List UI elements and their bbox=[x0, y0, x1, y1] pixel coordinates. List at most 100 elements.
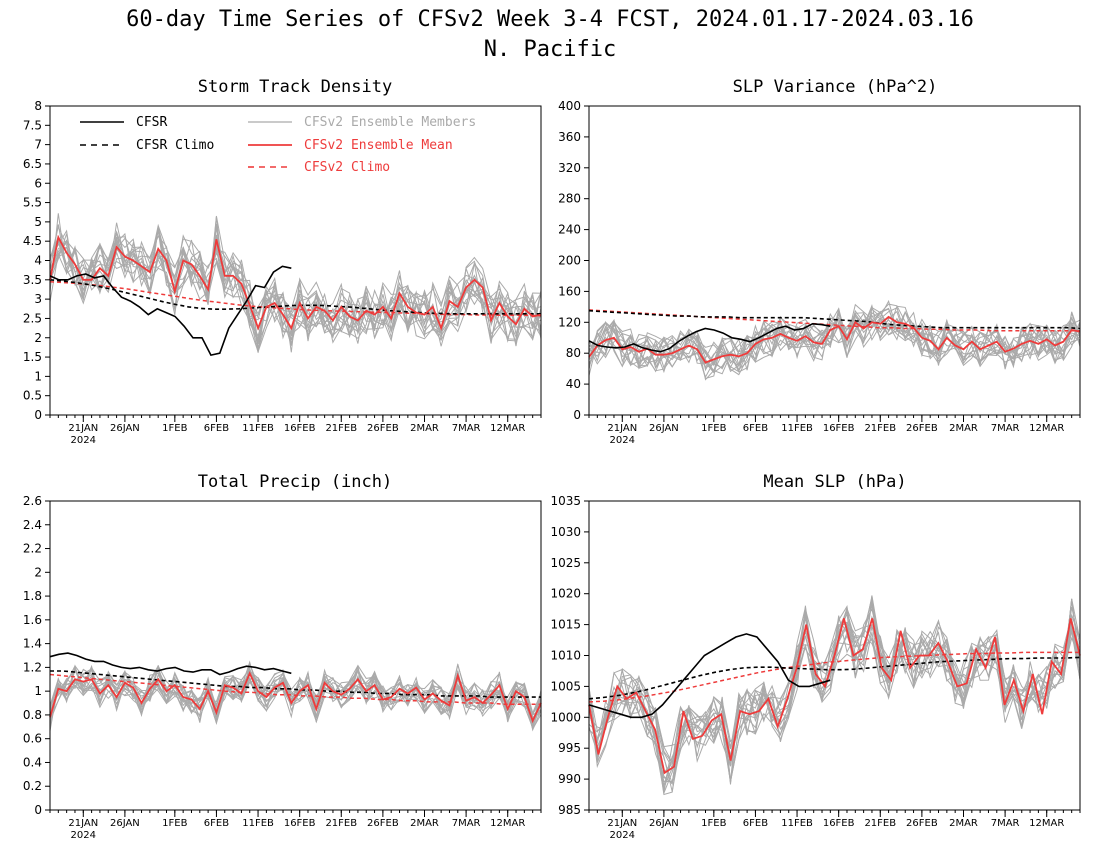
ensemble-member-line bbox=[588, 598, 1081, 785]
cfsv2-climo-line bbox=[588, 651, 1080, 703]
x-tick-label: 16FEB bbox=[823, 423, 855, 434]
x-year-label: 2024 bbox=[610, 830, 635, 841]
cfsr-line bbox=[588, 322, 831, 353]
ensemble-member-line bbox=[49, 667, 542, 726]
ensemble-member-line bbox=[49, 240, 542, 351]
y-tick-label: 5.5 bbox=[23, 196, 42, 210]
y-tick-label: 0.2 bbox=[23, 779, 42, 793]
y-tick-label: 160 bbox=[558, 284, 581, 298]
y-tick-label: 5 bbox=[34, 215, 42, 229]
x-tick-label: 21FEB bbox=[864, 423, 896, 434]
cfsv2-climo-line bbox=[588, 309, 1080, 332]
ensemble-mean-line bbox=[49, 234, 542, 331]
ensemble-member-line bbox=[49, 226, 542, 342]
y-tick-label: 40 bbox=[566, 377, 581, 391]
cfsr-climo-line bbox=[588, 309, 1081, 330]
y-tick-label: 8 bbox=[34, 99, 42, 113]
x-tick-label: 7MAR bbox=[452, 818, 481, 829]
x-tick-label: 6FEB bbox=[743, 423, 768, 434]
y-tick-label: 0 bbox=[34, 408, 42, 422]
ensemble-member-line bbox=[49, 237, 542, 344]
y-tick-label: 4 bbox=[34, 254, 42, 268]
cfsr-climo-line bbox=[50, 670, 541, 698]
panel-title: Mean SLP (hPa) bbox=[763, 472, 906, 492]
y-tick-label: 6.5 bbox=[23, 157, 42, 171]
y-tick-label: 1.2 bbox=[23, 660, 42, 674]
y-tick-label: 985 bbox=[558, 803, 581, 817]
y-tick-label: 0 bbox=[34, 803, 42, 817]
x-tick-label: 1FEB bbox=[701, 818, 726, 829]
x-tick-label: 12MAR bbox=[490, 818, 525, 829]
panel-storm-track-density: Storm Track Density 0 0.5 1 1.5 2 2.5 3 3.5 4 4.5… bbox=[23, 77, 542, 446]
x-year-label: 2024 bbox=[610, 435, 635, 446]
panel-title: SLP Variance (hPa^2) bbox=[733, 77, 938, 97]
y-tick-label: 995 bbox=[558, 741, 581, 755]
panel-slp-variance: SLP Variance (hPa^2) 0 40 80 120 160 200 240 28… bbox=[558, 77, 1081, 446]
y-tick-label: 1020 bbox=[550, 587, 581, 601]
y-tick-label: 2.4 bbox=[23, 518, 42, 532]
cfsr-climo-line bbox=[49, 279, 541, 315]
y-tick-label: 1035 bbox=[550, 494, 581, 508]
y-tick-label: 1.5 bbox=[23, 350, 42, 364]
ensemble-mean-line bbox=[588, 618, 1081, 775]
y-tick-label: 240 bbox=[558, 223, 581, 237]
x-tick-label: 11FEB bbox=[781, 423, 813, 434]
y-tick-label: 1000 bbox=[550, 710, 581, 724]
plot-frame bbox=[49, 500, 542, 811]
legend-label-ensemble-members: CFSv2 Ensemble Members bbox=[304, 115, 476, 130]
legend-label-cfsr: CFSR bbox=[136, 115, 167, 130]
x-tick-label: 21FEB bbox=[864, 818, 896, 829]
x-tick-label: 1FEB bbox=[701, 423, 726, 434]
y-tick-label: 3.5 bbox=[23, 273, 42, 287]
y-tick-label: 120 bbox=[558, 315, 581, 329]
x-tick-label: 21FEB bbox=[325, 818, 357, 829]
y-tick-label: 3 bbox=[34, 292, 42, 306]
panel-total-precip: Total Precip (inch) 0 0.2 0.4 0.6 0.8 1 1.2 1.4… bbox=[23, 472, 542, 841]
y-tick-label: 1.4 bbox=[23, 637, 42, 651]
x-year-label: 2024 bbox=[71, 435, 96, 446]
x-tick-label: 1FEB bbox=[162, 818, 187, 829]
y-tick-label: 320 bbox=[558, 161, 581, 175]
x-tick-label: 26JAN bbox=[110, 818, 140, 829]
y-tick-label: 1 bbox=[34, 684, 42, 698]
ensemble-member-line bbox=[49, 667, 542, 720]
y-tick-label: 400 bbox=[558, 99, 581, 113]
x-year-label: 2024 bbox=[71, 830, 96, 841]
y-tick-label: 0 bbox=[573, 408, 581, 422]
cfsv2-climo-line bbox=[49, 280, 542, 317]
y-tick-label: 0.5 bbox=[23, 389, 42, 403]
x-tick-label: 16FEB bbox=[284, 423, 316, 434]
panel-title: Total Precip (inch) bbox=[198, 472, 392, 492]
y-tick-label: 1025 bbox=[550, 556, 581, 570]
y-tick-label: 0.8 bbox=[23, 708, 42, 722]
y-tick-label: 2 bbox=[34, 565, 42, 579]
y-tick-label: 1 bbox=[34, 369, 42, 383]
y-tick-label: 1005 bbox=[550, 679, 581, 693]
y-tick-label: 0.6 bbox=[23, 732, 42, 746]
y-tick-label: 2.6 bbox=[23, 494, 42, 508]
y-tick-label: 7 bbox=[34, 138, 42, 152]
figure-title: 60-day Time Series of CFSv2 Week 3-4 FCS… bbox=[126, 7, 974, 32]
legend-label-cfsv2-climo: CFSv2 Climo bbox=[304, 160, 390, 175]
y-tick-label: 990 bbox=[558, 772, 581, 786]
x-tick-label: 21FEB bbox=[325, 423, 357, 434]
x-tick-label: 26JAN bbox=[649, 423, 679, 434]
x-tick-label: 1FEB bbox=[162, 423, 187, 434]
x-tick-label: 2MAR bbox=[410, 423, 439, 434]
y-tick-label: 6 bbox=[34, 176, 42, 190]
x-tick-label: 26FEB bbox=[367, 423, 399, 434]
legend: CFSR CFSR Climo CFSv2 Ensemble Members C… bbox=[80, 115, 476, 175]
x-tick-label: 12MAR bbox=[1029, 423, 1064, 434]
y-tick-label: 2 bbox=[34, 331, 42, 345]
x-tick-label: 26FEB bbox=[367, 818, 399, 829]
y-tick-label: 80 bbox=[566, 346, 581, 360]
x-tick-label: 11FEB bbox=[781, 818, 813, 829]
legend-label-cfsr-climo: CFSR Climo bbox=[136, 138, 214, 153]
x-tick-label: 6FEB bbox=[743, 818, 768, 829]
x-tick-label: 21JAN bbox=[607, 423, 637, 434]
panel-mean-slp: Mean SLP (hPa) 985 990 995 1000 1005 1010 1015… bbox=[550, 472, 1081, 841]
x-tick-label: 21JAN bbox=[68, 818, 98, 829]
y-tick-label: 1010 bbox=[550, 649, 581, 663]
x-tick-label: 26JAN bbox=[649, 818, 679, 829]
